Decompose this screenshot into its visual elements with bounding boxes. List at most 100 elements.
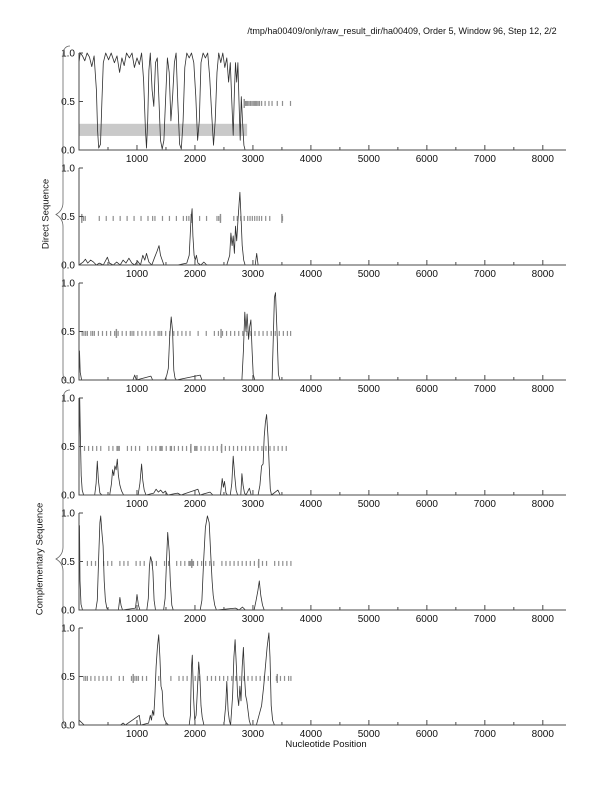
x-tick-label: 1000: [126, 384, 149, 395]
orf-marker: [283, 675, 286, 681]
orf-marker: [170, 445, 173, 451]
orf-marker: [188, 560, 190, 566]
orf-marker: [273, 445, 275, 451]
orf-marker: [201, 560, 203, 566]
orf-marker: [256, 215, 258, 221]
orf-marker: [127, 560, 129, 566]
orf-marker: [264, 100, 266, 106]
orf-marker: [195, 445, 197, 451]
orf-marker: [147, 445, 149, 451]
orf-marker: [224, 445, 226, 451]
y-tick-label: 0.5: [61, 97, 75, 108]
x-tick-label: 8000: [532, 384, 555, 395]
orf-marker: [258, 215, 260, 221]
orf-marker: [101, 330, 104, 336]
x-tick-label: 1000: [126, 269, 149, 280]
x-tick-label: 4000: [300, 499, 323, 510]
orf-marker: [253, 445, 255, 451]
orf-marker: [138, 445, 141, 451]
orf-marker: [180, 560, 182, 566]
orf-marker: [251, 215, 253, 221]
orf-marker: [205, 560, 207, 566]
figure-title: /tmp/ha00409/only/raw_result_dir/ha00409…: [247, 26, 557, 36]
orf-marker: [209, 560, 211, 566]
orf-marker: [192, 560, 195, 566]
probability-curve: [78, 632, 566, 726]
orf-marker: [136, 675, 138, 681]
y-tick-label: 0.0: [61, 721, 75, 732]
orf-marker: [274, 560, 276, 566]
orf-marker: [246, 100, 248, 106]
orf-marker-tall: [243, 98, 245, 108]
orf-marker: [170, 675, 172, 681]
orf-marker: [282, 560, 284, 566]
orf-marker: [182, 675, 184, 681]
orf-marker: [234, 330, 236, 336]
x-tick-label: 6000: [416, 269, 439, 280]
orf-marker: [123, 560, 125, 566]
orf-marker: [198, 215, 201, 221]
orf-marker-tall: [191, 558, 193, 568]
y-tick-label: 0.5: [61, 327, 75, 338]
orf-marker: [165, 330, 167, 336]
orf-marker: [145, 330, 147, 336]
y-tick-label: 1.0: [61, 164, 75, 175]
y-tick-label: 1.0: [61, 624, 75, 635]
orf-marker: [254, 215, 256, 221]
orf-marker: [149, 330, 151, 336]
x-tick-label: 7000: [474, 384, 497, 395]
x-tick-label: 4000: [300, 729, 323, 740]
orf-marker: [184, 560, 186, 566]
orf-marker: [206, 675, 209, 681]
x-tick-label: 4000: [300, 614, 323, 625]
orf-marker: [237, 560, 239, 566]
orf-marker: [105, 215, 107, 221]
orf-marker: [221, 560, 223, 566]
orf-marker: [285, 445, 287, 451]
shaded-band: [79, 123, 248, 136]
orf-marker: [189, 330, 191, 336]
orf-marker: [130, 675, 133, 681]
x-tick-label: 2000: [184, 614, 207, 625]
orf-marker: [126, 215, 128, 221]
orf-marker-tall: [258, 558, 260, 568]
orf-marker: [141, 330, 143, 336]
panel-complementary-frame-1: 0.0 0.5 1.0 1000 2000 3000 4000 5000 6000 7000 800…: [61, 394, 566, 510]
orf-marker: [249, 215, 251, 221]
orf-marker: [212, 445, 214, 451]
direct-sequence-brace: [55, 45, 71, 384]
orf-marker: [225, 330, 228, 336]
orf-marker: [218, 675, 221, 681]
orf-marker: [217, 330, 220, 336]
orf-marker: [137, 330, 139, 336]
y-tick-label: 0.0: [61, 606, 75, 617]
orf-marker: [194, 445, 196, 451]
orf-marker: [139, 560, 141, 566]
complementary-sequence-brace: [55, 389, 71, 729]
orf-marker: [223, 675, 225, 681]
orf-marker: [83, 675, 85, 681]
orf-marker: [197, 330, 199, 336]
orf-marker: [275, 675, 278, 681]
x-tick-label: 8000: [532, 499, 555, 510]
orf-marker: [261, 100, 263, 106]
orf-marker-tall: [276, 673, 278, 683]
axis-spines: [78, 283, 566, 381]
orf-marker: [169, 445, 171, 451]
orf-marker: [243, 215, 245, 221]
orf-marker: [94, 675, 96, 681]
y-tick-label: 0.0: [61, 376, 75, 387]
probability-curve: [78, 515, 566, 611]
y-tick-label: 1.0: [61, 509, 75, 520]
orf-marker: [198, 675, 200, 681]
orf-marker: [213, 560, 215, 566]
orf-marker: [186, 675, 188, 681]
orf-marker: [221, 330, 224, 336]
orf-marker: [225, 560, 227, 566]
orf-marker: [265, 445, 267, 451]
orf-marker: [161, 445, 163, 451]
orf-marker: [102, 675, 104, 681]
orf-marker: [271, 100, 273, 106]
orf-marker: [247, 100, 249, 106]
